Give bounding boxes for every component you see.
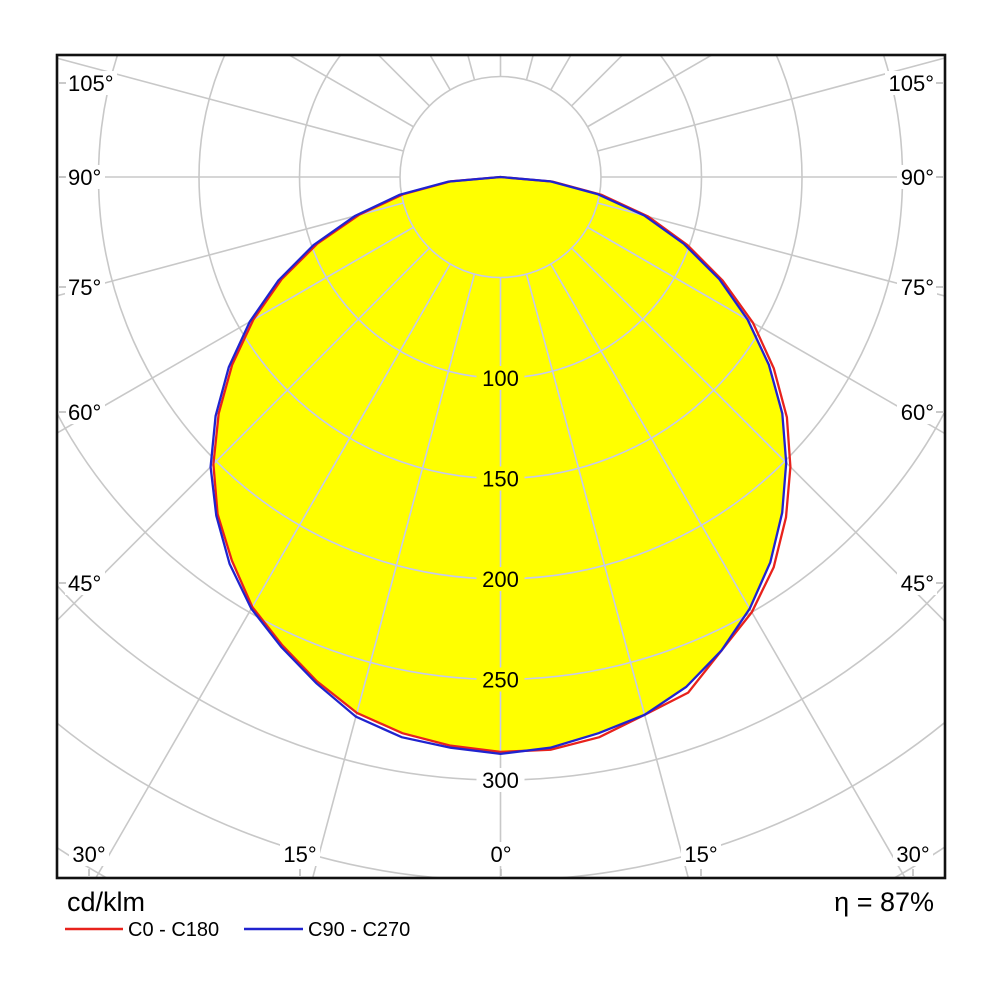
angle-label: 15° bbox=[684, 842, 717, 867]
polar-ray--135 bbox=[377, 55, 431, 107]
polar-ray-75 bbox=[597, 202, 945, 297]
angle-label: 105° bbox=[68, 71, 114, 96]
polar-ray-45 bbox=[570, 247, 787, 752]
polar-ray--105 bbox=[57, 57, 404, 152]
radial-tick-label: 150 bbox=[482, 467, 519, 492]
polar-ray--15 bbox=[213, 273, 476, 752]
unit-label: cd/klm bbox=[67, 887, 145, 917]
angle-label-bg bbox=[65, 571, 105, 595]
angle-label-bg bbox=[897, 275, 937, 299]
radial-tick-label-bg bbox=[476, 366, 525, 390]
angle-label: 45° bbox=[901, 571, 934, 596]
angle-label-bg bbox=[65, 275, 105, 299]
angle-label-bg bbox=[280, 842, 320, 866]
angle-label: 15° bbox=[283, 842, 316, 867]
angle-label: 30° bbox=[72, 842, 105, 867]
legend-label-c90-c270: C90 - C270 bbox=[308, 919, 410, 941]
polar-ray-30 bbox=[550, 263, 787, 752]
radial-tick-label-bg bbox=[476, 567, 525, 591]
angle-label-bg bbox=[897, 165, 937, 189]
angle-label-bg bbox=[885, 71, 937, 95]
angle-label-bg bbox=[65, 71, 117, 95]
angle-label-bg bbox=[487, 842, 515, 866]
polar-ray--105 bbox=[0, 0, 403, 151]
radial-tick-label: 250 bbox=[482, 668, 519, 693]
angle-label-bg bbox=[65, 165, 105, 189]
polar-ray--45 bbox=[213, 247, 431, 752]
angle-label: 0° bbox=[490, 842, 511, 867]
radial-tick-label-bg bbox=[476, 667, 525, 692]
angle-label-bg bbox=[65, 400, 105, 424]
polar-ray-165 bbox=[527, 0, 824, 80]
angle-label-bg bbox=[893, 842, 933, 866]
polar-ray-105 bbox=[597, 57, 945, 152]
angle-label: 60° bbox=[68, 400, 101, 425]
plot-border bbox=[55, 53, 947, 880]
angle-label-bg bbox=[897, 571, 937, 595]
radial-tick-label: 300 bbox=[482, 768, 519, 793]
angle-label: 60° bbox=[901, 400, 934, 425]
angle-label-bg bbox=[897, 400, 937, 424]
angle-label-bg bbox=[681, 842, 721, 866]
polar-ray--165 bbox=[178, 0, 475, 80]
angle-label: 90° bbox=[901, 165, 934, 190]
radial-tick-label-bg bbox=[476, 466, 525, 491]
polar-ray-165 bbox=[525, 55, 535, 81]
angle-label-bg bbox=[69, 842, 109, 866]
efficiency-label: η = 87% bbox=[834, 887, 934, 917]
angle-label: 45° bbox=[68, 571, 101, 596]
radial-tick-label-bg bbox=[476, 768, 525, 792]
angle-label: 105° bbox=[888, 71, 934, 96]
angle-label: 90° bbox=[68, 165, 101, 190]
curve-c90-c270 bbox=[209, 175, 788, 756]
radial-tick-label: 100 bbox=[482, 366, 519, 391]
angle-label: 75° bbox=[901, 275, 934, 300]
angle-label: 75° bbox=[68, 275, 101, 300]
legend-label-c0-c180: C0 - C180 bbox=[128, 919, 219, 941]
polar-ray-15 bbox=[525, 273, 787, 752]
angle-label: 30° bbox=[896, 842, 929, 867]
polar-ray--30 bbox=[213, 263, 451, 752]
polar-ray--165 bbox=[466, 55, 476, 81]
radial-tick-label: 200 bbox=[482, 567, 519, 592]
curve-c0-c180 bbox=[212, 175, 792, 754]
polar-ray--75 bbox=[57, 202, 404, 297]
polar-ray--135 bbox=[0, 0, 429, 106]
